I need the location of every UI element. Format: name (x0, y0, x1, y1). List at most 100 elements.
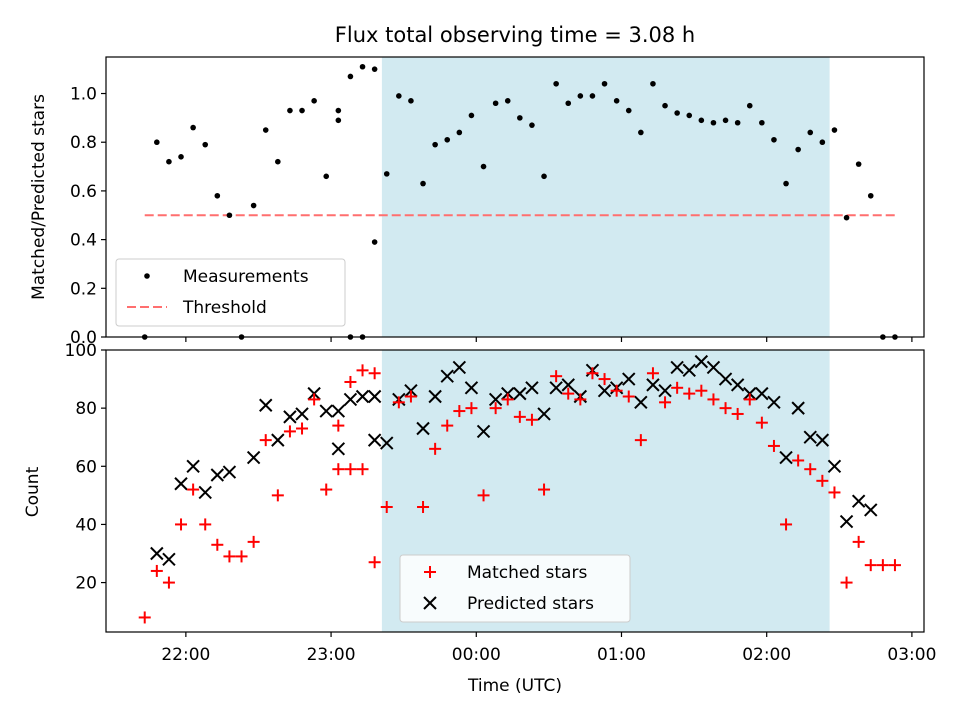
x-tick-label: 23:00 (307, 645, 356, 665)
measurement-point (565, 100, 572, 107)
measurement-point (867, 192, 874, 199)
legend-matched-marker (424, 566, 436, 578)
x-tick-label: 22:00 (161, 645, 210, 665)
top-y-tick-label: 0.0 (70, 328, 97, 348)
top-y-axis-label: Matched/Predicted stars (29, 94, 49, 300)
legend-predicted-marker (423, 596, 437, 610)
matched-star-point (199, 518, 212, 531)
measurement-point (601, 80, 608, 87)
measurement-point (710, 119, 717, 126)
measurement-point (190, 124, 196, 131)
measurement-point (662, 102, 668, 109)
matched-star-point (864, 559, 877, 572)
predicted-star-point (222, 465, 237, 479)
matched-star-point (211, 538, 224, 551)
predicted-star-point (295, 407, 309, 421)
predicted-star-point (186, 459, 200, 473)
matched-star-point (622, 390, 635, 403)
predicted-star-point (416, 421, 430, 436)
bottom-axes-frame (105, 349, 925, 633)
predicted-star-point (174, 477, 188, 491)
measurement-point (371, 239, 378, 245)
measurement-point (577, 93, 584, 99)
predicted-star-point (271, 433, 285, 447)
top-x-ticks (185, 337, 913, 342)
bottom-y-tick-label: 40 (75, 515, 97, 535)
predicted-star-point (646, 378, 660, 392)
matched-star-point (138, 611, 151, 624)
matched-star-point (150, 564, 163, 577)
matched-star-point (380, 500, 393, 513)
predicted-star-point (367, 389, 382, 404)
matched-star-point (646, 367, 659, 380)
matched-star-point (852, 535, 865, 548)
matched-star-point (804, 463, 817, 476)
measurement-point (166, 158, 172, 165)
measurement-point (420, 180, 426, 187)
top-y-tick-label: 0.6 (70, 182, 97, 202)
matched-star-point (876, 559, 889, 572)
matched-star-point (816, 474, 829, 487)
matched-star-point (441, 419, 454, 432)
measurement-point (432, 141, 438, 148)
predicted-star-point (331, 442, 346, 456)
measurement-point (795, 146, 801, 153)
bottom-y-tick-label: 80 (75, 399, 97, 419)
matched-star-point (671, 381, 684, 394)
bottom-y-tick-label: 100 (65, 341, 97, 361)
predicted-star-point (380, 436, 394, 450)
predicted-star-point (622, 372, 636, 386)
predicted-star-point (597, 383, 612, 398)
matched-star-point (598, 373, 611, 386)
measurement-point (335, 107, 342, 114)
legend-predicted-label: Predicted stars (467, 594, 594, 614)
bottom-y-ticks: 20 40 60 80 100 (65, 341, 106, 594)
matched-star-point (840, 576, 853, 589)
measurement-point (783, 180, 789, 187)
legend-matched-label: Matched stars (467, 563, 587, 583)
legend-threshold-label: Threshold (182, 298, 267, 318)
predicted-star-point (162, 552, 176, 567)
measurement-point (686, 112, 693, 119)
measurement-point (202, 141, 209, 148)
measurement-point (154, 139, 160, 146)
predicted-star-point (803, 430, 817, 444)
matched-star-point (453, 405, 466, 418)
measurement-point (529, 122, 535, 128)
matched-star-point (562, 387, 575, 400)
measurement-point (843, 214, 850, 221)
predicted-star-point (440, 369, 454, 383)
matched-star-point (417, 500, 430, 513)
matched-star-point (574, 393, 587, 406)
top-points (141, 63, 898, 340)
matched-star-point (792, 454, 805, 467)
measurement-point (553, 80, 559, 87)
predicted-star-point (210, 468, 225, 482)
matched-star-point (175, 518, 188, 531)
bottom-y-tick-label: 20 (75, 574, 97, 594)
measurement-point (287, 107, 293, 114)
matched-star-point (525, 413, 538, 426)
chart-title: Flux total observing time = 3.08 h (335, 23, 695, 47)
predicted-star-point (730, 378, 745, 392)
predicted-star-point (259, 398, 273, 412)
bottom-y-tick-label: 60 (75, 457, 97, 477)
measurement-point (855, 161, 862, 167)
matched-star-point (344, 463, 357, 476)
predicted-star-point (476, 424, 491, 439)
legend-measurements-marker (144, 273, 150, 279)
measurement-point (456, 129, 463, 136)
measurement-point (541, 173, 547, 180)
x-tick-label: 02:00 (742, 645, 791, 665)
matched-star-point (332, 463, 345, 476)
measurement-point (698, 117, 705, 124)
predicted-star-point (331, 404, 346, 418)
matched-star-point (368, 556, 381, 569)
predicted-star-point (319, 404, 333, 418)
predicted-star-point (150, 546, 164, 561)
matched-star-point (683, 387, 696, 400)
predicted-star-point (706, 360, 721, 375)
matched-star-point (356, 463, 369, 476)
top-legend: Measurements Threshold (115, 258, 346, 327)
